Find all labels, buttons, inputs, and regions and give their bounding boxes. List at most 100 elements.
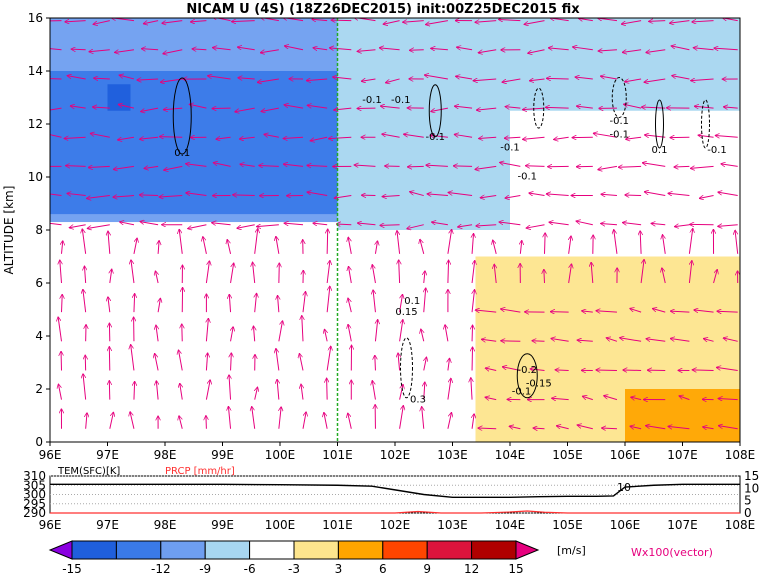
bottom-x-tick-6: 102E bbox=[380, 518, 411, 532]
wind-vector bbox=[253, 326, 254, 341]
wind-vector bbox=[576, 221, 593, 225]
wind-vector bbox=[279, 407, 281, 429]
wind-vector bbox=[668, 193, 689, 195]
wind-vector bbox=[69, 225, 85, 228]
y-tick-label-6: 12 bbox=[28, 117, 43, 131]
wind-vector bbox=[255, 229, 258, 254]
wind-vector bbox=[87, 225, 110, 229]
y-tick-label-3: 6 bbox=[35, 276, 43, 290]
wind-vector bbox=[472, 414, 474, 429]
wind-vector bbox=[327, 346, 331, 370]
wind-vector bbox=[71, 49, 85, 50]
temperature-line-label: 10 bbox=[617, 481, 631, 494]
contour-label-2: -0.1 bbox=[391, 95, 411, 106]
wind-vector bbox=[645, 135, 666, 137]
colorbar-segment-8 bbox=[427, 541, 471, 559]
wind-vector bbox=[108, 297, 110, 312]
y-tick-label-1: 2 bbox=[35, 382, 43, 396]
bottom-x-tick-1: 97E bbox=[96, 518, 119, 532]
x-tick-label-2: 98E bbox=[154, 448, 177, 462]
wind-vector bbox=[252, 407, 255, 429]
bottom-x-tick-0: 96E bbox=[39, 518, 62, 532]
colorbar-segment-9 bbox=[472, 541, 516, 559]
wind-vector bbox=[58, 384, 61, 399]
wind-vector bbox=[614, 230, 617, 254]
wind-vector bbox=[277, 379, 279, 399]
wind-vector bbox=[644, 192, 665, 196]
wind-vector bbox=[324, 412, 327, 428]
wind-vector bbox=[642, 163, 665, 167]
wind-vector bbox=[84, 266, 85, 283]
colorbar-tick-3: -6 bbox=[244, 562, 256, 575]
wind-vector bbox=[348, 237, 351, 254]
precipitation-label: PRCP [mm/hr] bbox=[165, 466, 235, 477]
wind-vector bbox=[228, 406, 230, 428]
bottom-x-tick-9: 105E bbox=[552, 518, 583, 532]
wind-vector bbox=[602, 428, 617, 429]
wind-vector bbox=[493, 240, 496, 254]
bottom-x-tick-7: 103E bbox=[437, 518, 468, 532]
contour-label-6: -0.1 bbox=[609, 116, 629, 127]
wind-vector bbox=[155, 271, 158, 283]
wind-vector bbox=[472, 234, 473, 254]
bottom-x-tick-8: 104E bbox=[495, 518, 526, 532]
bottom-x-tick-2: 98E bbox=[154, 518, 177, 532]
colorbar-right-arrow bbox=[516, 541, 538, 559]
wind-vector bbox=[313, 223, 327, 225]
wind-vector bbox=[554, 137, 569, 139]
contour-label-9: -0.1 bbox=[707, 145, 727, 156]
wind-vector bbox=[327, 378, 328, 399]
wind-vector bbox=[662, 235, 665, 254]
wind-vector bbox=[601, 224, 617, 225]
bottom-x-tick-4: 100E bbox=[265, 518, 296, 532]
wind-vector bbox=[718, 225, 738, 227]
wind-vector bbox=[324, 329, 327, 341]
wind-vector bbox=[372, 381, 375, 400]
colorbar-tick-9: 15 bbox=[508, 562, 523, 575]
wind-vector bbox=[424, 288, 426, 312]
colorbar-tick-2: -9 bbox=[199, 562, 211, 575]
y-tick-label-7: 14 bbox=[28, 64, 43, 78]
wind-vector bbox=[279, 321, 283, 342]
wind-vector bbox=[108, 231, 110, 254]
vector-label: Wx100(vector) bbox=[631, 546, 713, 559]
wind-vector bbox=[206, 318, 208, 341]
contour-label-5: -0.1 bbox=[517, 172, 537, 183]
wind-vector bbox=[229, 375, 231, 400]
wind-vector bbox=[550, 312, 568, 313]
colorbar-segment-0 bbox=[72, 541, 116, 559]
wind-vector bbox=[179, 416, 182, 429]
wind-vector bbox=[156, 325, 158, 341]
wind-vector bbox=[472, 290, 474, 313]
wind-vector bbox=[255, 387, 258, 399]
wind-vector bbox=[555, 370, 569, 371]
wind-vector bbox=[569, 236, 571, 254]
wind-vector bbox=[375, 241, 377, 254]
wind-vector bbox=[373, 290, 375, 312]
contour-label-7: -0.1 bbox=[609, 129, 629, 140]
wind-vector bbox=[372, 265, 375, 283]
wind-vector bbox=[180, 383, 183, 399]
wind-vector bbox=[348, 266, 351, 283]
main-panel: 0.1-0.1-0.1-0.1-0.1-0.1-0.1-0.10.1-0.10.… bbox=[2, 11, 755, 462]
wind-vector bbox=[692, 370, 713, 371]
wind-vector bbox=[407, 166, 423, 167]
colorbar-unit-label: [m/s] bbox=[557, 544, 586, 557]
wind-vector bbox=[336, 224, 351, 225]
contour-label-15: -0.1 bbox=[512, 386, 532, 397]
wind-vector bbox=[422, 407, 424, 429]
wind-vector bbox=[598, 166, 617, 169]
wind-vector bbox=[397, 231, 400, 254]
bottom-panel: TEM(SFC)[K] PRCP [mm/hr] 10 310305300295… bbox=[23, 466, 759, 532]
wind-vector bbox=[188, 225, 207, 229]
wind-vector bbox=[231, 353, 232, 371]
chart-title: NICAM U (4S) (18Z26DEC2015) init:00Z25DE… bbox=[186, 2, 580, 17]
y-tick-label-2: 4 bbox=[35, 329, 43, 343]
x-tick-label-7: 103E bbox=[437, 448, 468, 462]
x-tick-label-5: 101E bbox=[322, 448, 353, 462]
x-tick-label-1: 97E bbox=[96, 448, 119, 462]
